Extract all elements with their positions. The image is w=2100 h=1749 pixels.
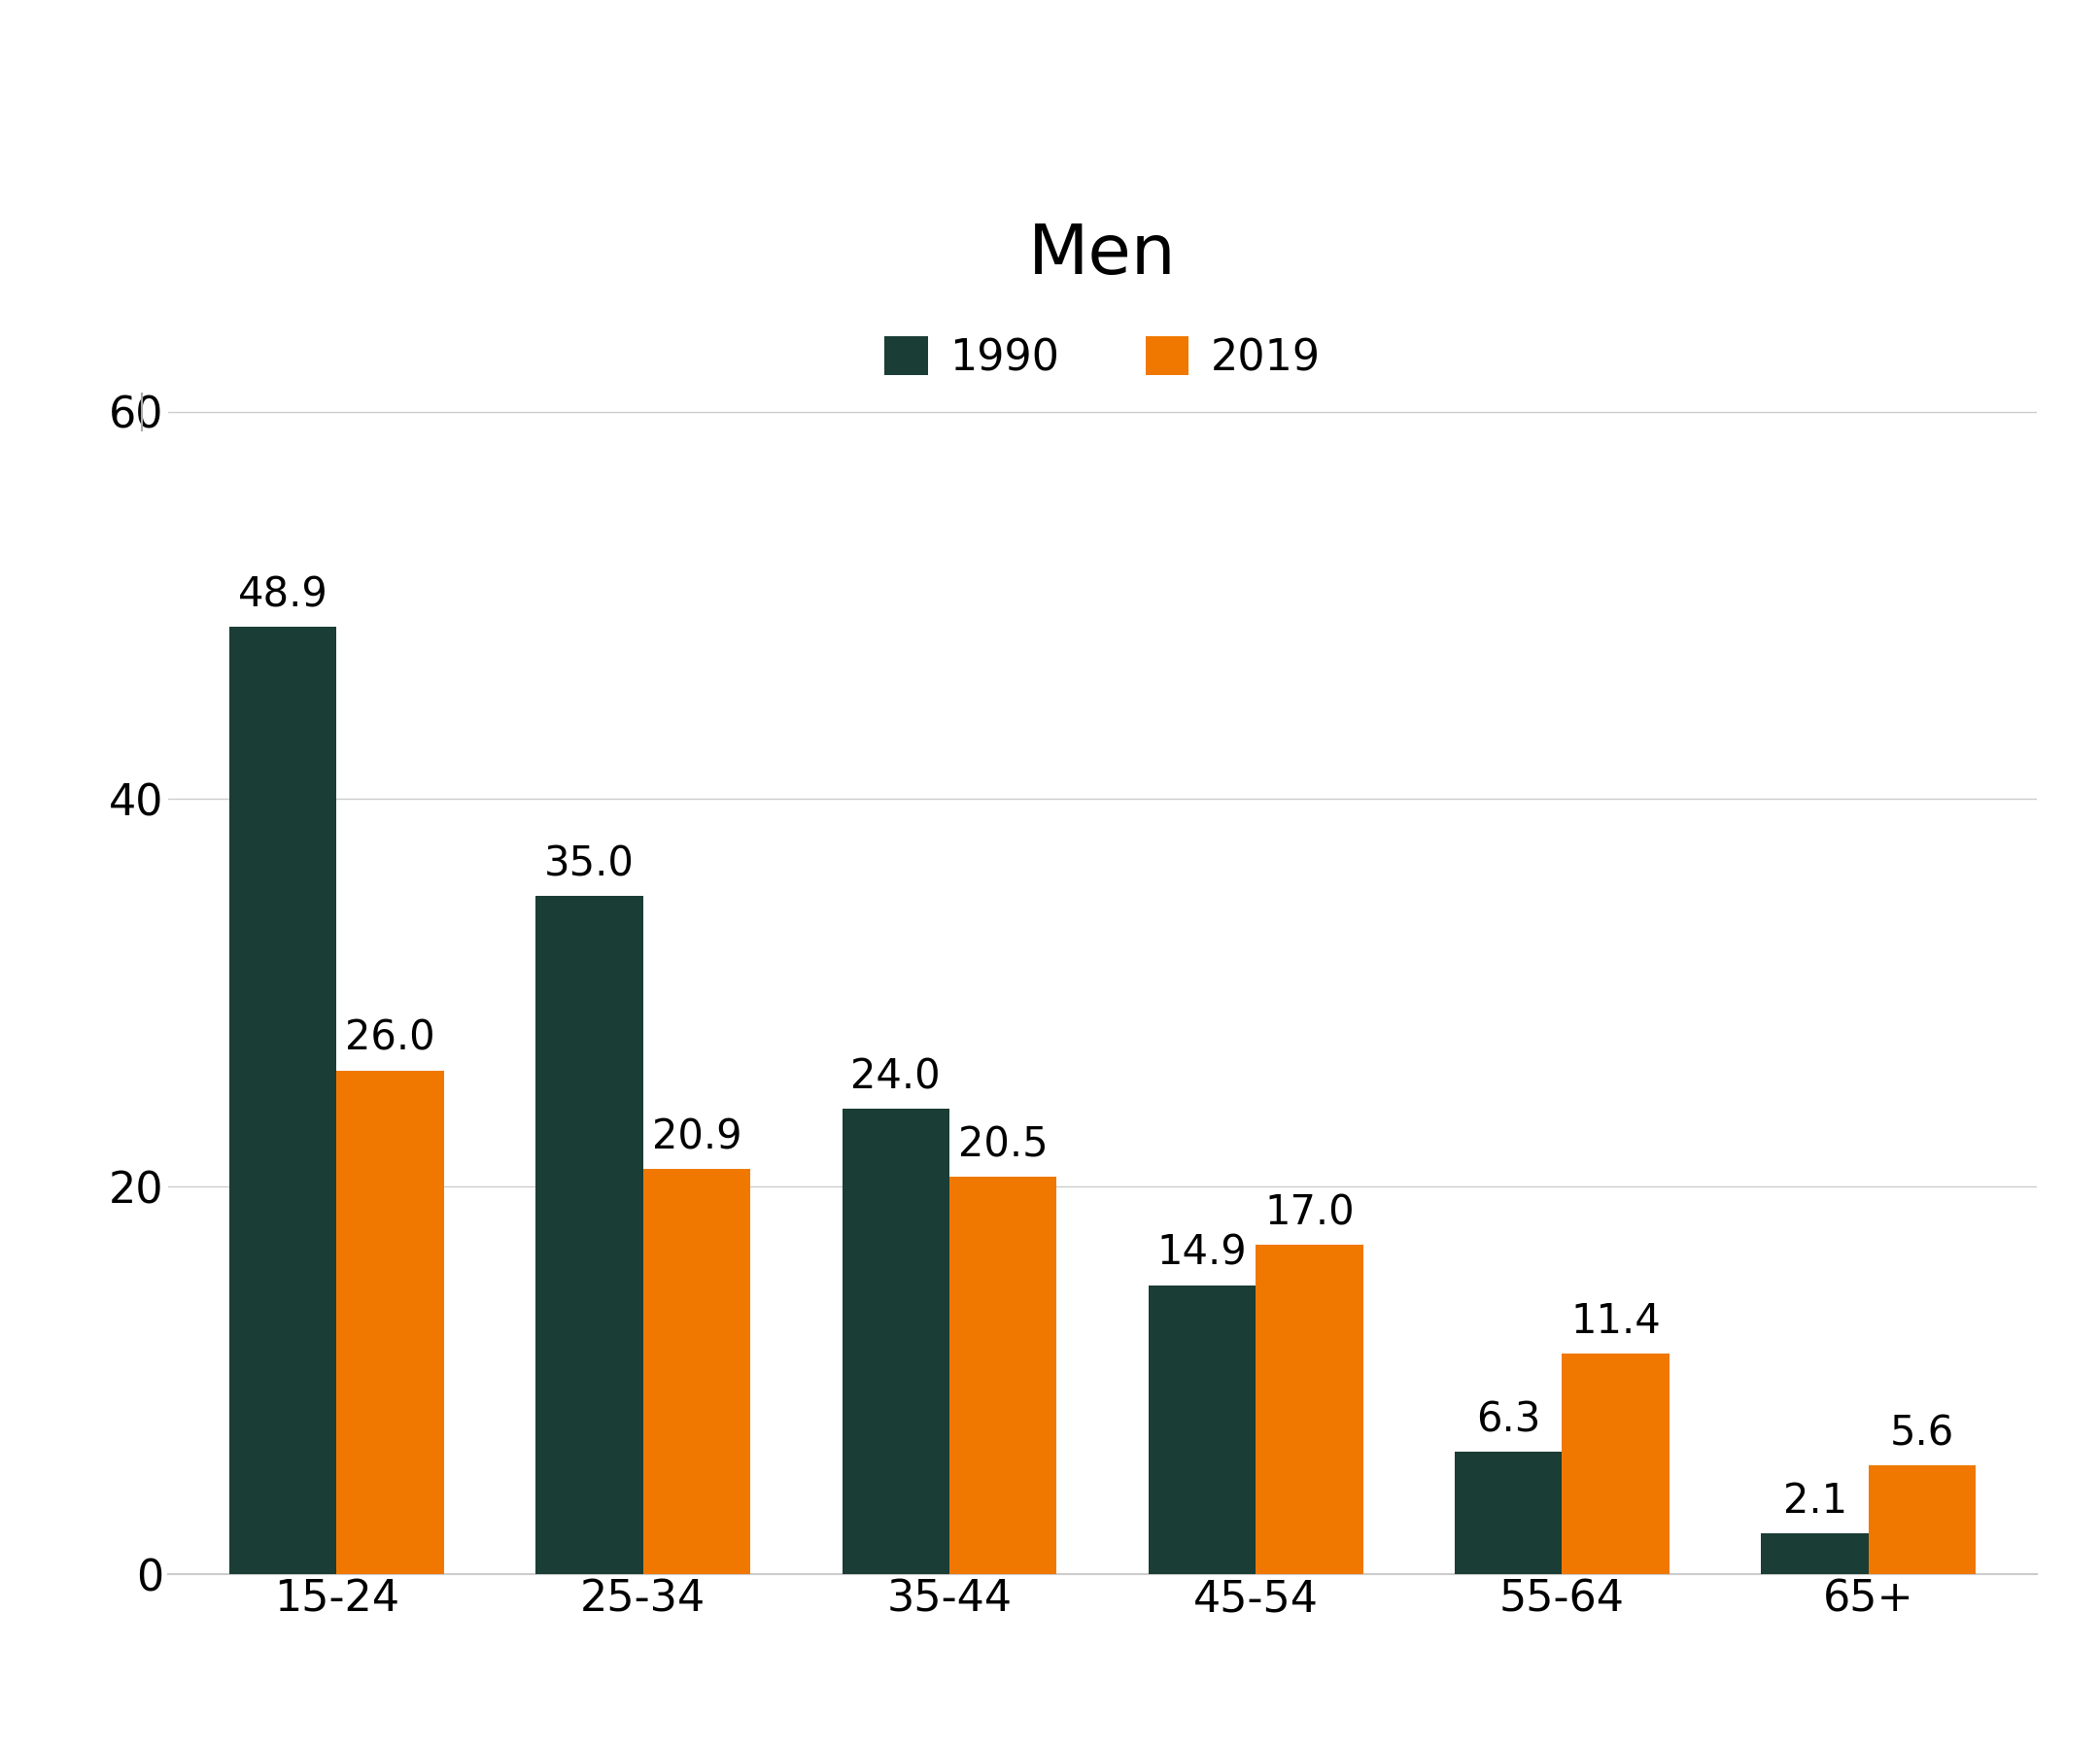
- Text: 26.0: 26.0: [344, 1018, 435, 1058]
- Text: 17.0: 17.0: [1264, 1193, 1354, 1233]
- Legend: 1990, 2019: 1990, 2019: [884, 336, 1321, 380]
- Bar: [1762, 1534, 1869, 1574]
- Bar: [229, 626, 336, 1574]
- Bar: [1562, 1354, 1669, 1574]
- Bar: [1455, 1452, 1562, 1574]
- Title: Men: Men: [1029, 222, 1176, 289]
- Text: 11.4: 11.4: [1571, 1301, 1661, 1341]
- Text: 24.0: 24.0: [850, 1056, 941, 1098]
- Text: 20.5: 20.5: [958, 1125, 1048, 1165]
- Bar: [1869, 1466, 1976, 1574]
- Text: 35.0: 35.0: [544, 843, 634, 885]
- Text: 6.3: 6.3: [1476, 1399, 1541, 1441]
- Bar: [336, 1070, 443, 1574]
- Bar: [1149, 1286, 1256, 1574]
- Text: 20.9: 20.9: [651, 1118, 741, 1158]
- Bar: [643, 1168, 750, 1574]
- Text: 48.9: 48.9: [237, 574, 328, 616]
- Text: 5.6: 5.6: [1890, 1413, 1955, 1453]
- Bar: [842, 1109, 949, 1574]
- Text: 2.1: 2.1: [1783, 1481, 1848, 1522]
- Bar: [949, 1177, 1056, 1574]
- Bar: [536, 895, 643, 1574]
- Bar: [1256, 1245, 1363, 1574]
- Text: 14.9: 14.9: [1157, 1233, 1247, 1273]
